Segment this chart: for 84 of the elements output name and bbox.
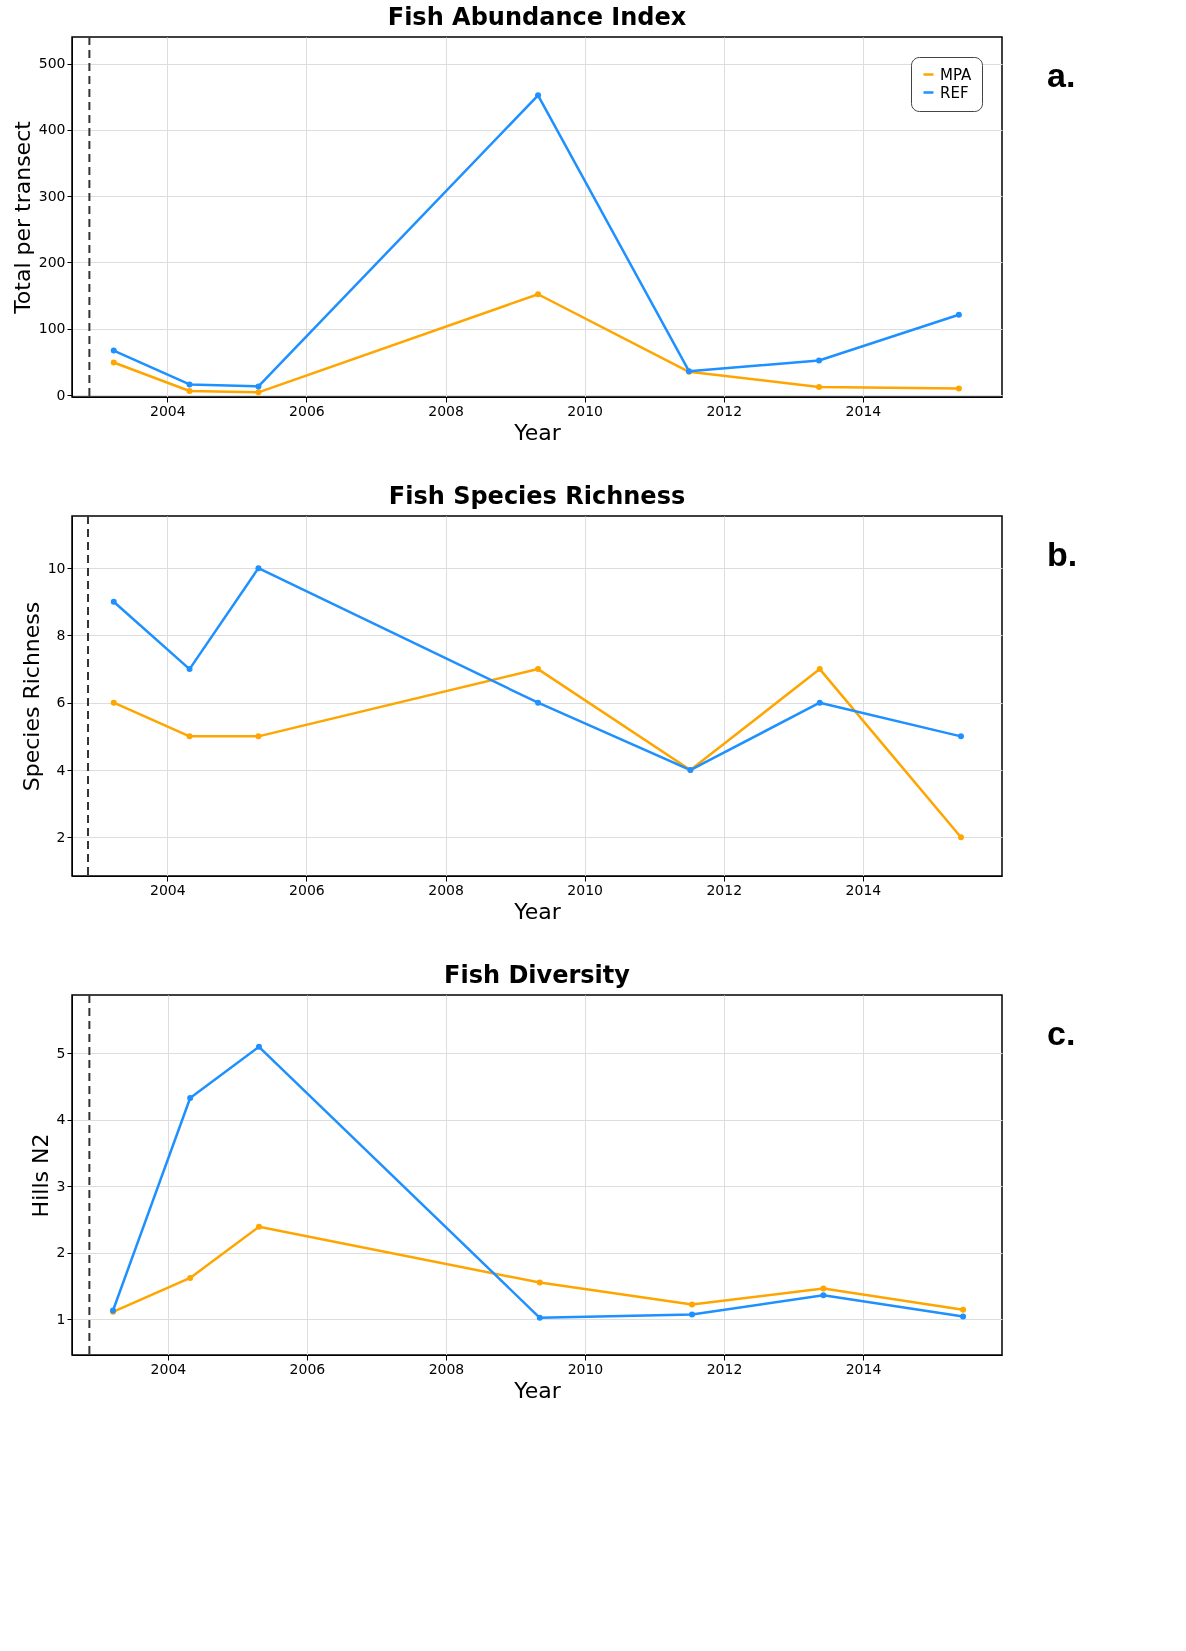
point	[110, 347, 117, 354]
x-tick-label: 2004	[149, 881, 186, 898]
point	[816, 357, 823, 364]
x-tick-label: 2008	[428, 1360, 465, 1377]
x-tick-label: 2006	[289, 881, 325, 898]
x-tick-label: 2004	[150, 1360, 187, 1377]
y-tick-label: 200	[38, 253, 66, 270]
text: b.	[1047, 535, 1078, 573]
point	[110, 359, 117, 366]
y-tick-label: 500	[38, 55, 66, 72]
x-tick-label: 2008	[428, 402, 464, 419]
x-axis-title: Year	[513, 898, 562, 924]
point	[255, 1223, 262, 1230]
point	[255, 389, 262, 396]
y-tick-label: 2	[56, 1244, 66, 1261]
point	[255, 565, 262, 572]
y-tick-label: 10	[47, 559, 66, 576]
point	[535, 666, 542, 673]
chart-title: Fish Diversity	[444, 961, 631, 989]
point	[536, 1314, 543, 1321]
point	[536, 1279, 543, 1286]
y-tick-label: 400	[38, 121, 66, 138]
legend-label: MPA	[940, 65, 973, 84]
point	[955, 385, 962, 392]
x-tick-label: 2012	[706, 1360, 743, 1377]
y-tick-label: 100	[38, 320, 66, 337]
point	[186, 381, 193, 388]
y-axis-title: Species Richness	[18, 601, 44, 792]
x-tick-label: 2012	[706, 881, 743, 898]
point	[186, 666, 193, 673]
y-tick-label: 8	[56, 626, 66, 643]
point	[187, 1094, 194, 1101]
point	[689, 1311, 695, 1318]
point	[535, 699, 542, 706]
x-tick-label: 2014	[845, 402, 882, 419]
y-tick-label: 300	[38, 187, 66, 204]
x-tick-label: 2014	[845, 1360, 882, 1377]
point	[960, 1306, 967, 1313]
point	[186, 388, 193, 395]
point	[957, 733, 964, 740]
y-axis-title: Total per transect	[9, 120, 35, 315]
point	[535, 92, 542, 99]
x-tick-label: 2014	[845, 881, 882, 898]
point	[255, 1043, 262, 1050]
x-axis-title: Year	[513, 419, 562, 445]
x-tick-label: 2008	[428, 881, 464, 898]
y-tick-label: 5	[56, 1044, 66, 1061]
point	[820, 1292, 827, 1299]
y-tick-label: 6	[56, 694, 66, 711]
point	[110, 699, 117, 706]
point	[186, 733, 193, 740]
y-tick-label: 1	[56, 1310, 66, 1327]
point	[957, 834, 964, 841]
point	[820, 1285, 827, 1292]
x-tick-label: 2006	[289, 1360, 326, 1377]
y-tick-label: 0	[56, 386, 66, 403]
y-tick-label: 3	[56, 1177, 66, 1194]
y-tick-label: 4	[56, 1111, 66, 1128]
y-axis-title: Hills N2	[27, 1133, 53, 1218]
x-tick-label: 2006	[289, 402, 325, 419]
point	[816, 699, 823, 706]
y-tick-label: 2	[56, 828, 66, 845]
text: c.	[1047, 1014, 1076, 1052]
point	[816, 384, 823, 391]
x-tick-label: 2010	[567, 1360, 604, 1377]
x-tick-label: 2012	[706, 402, 743, 419]
point	[187, 1274, 194, 1281]
point	[960, 1313, 967, 1320]
point	[110, 598, 117, 605]
x-axis-title: Year	[513, 1377, 562, 1403]
point	[955, 311, 962, 318]
chart-title: Fish Species Richness	[388, 482, 686, 510]
y-tick-label: 4	[56, 761, 66, 778]
x-tick-label: 2004	[149, 402, 186, 419]
x-tick-label: 2010	[567, 881, 603, 898]
point	[689, 1301, 695, 1308]
point	[816, 666, 823, 673]
point	[535, 291, 542, 298]
point	[255, 733, 262, 740]
text: a.	[1047, 56, 1076, 94]
legend-label: REF	[940, 83, 969, 102]
point	[255, 383, 262, 390]
chart-title: Fish Abundance Index	[387, 3, 687, 31]
x-tick-label: 2010	[567, 402, 603, 419]
